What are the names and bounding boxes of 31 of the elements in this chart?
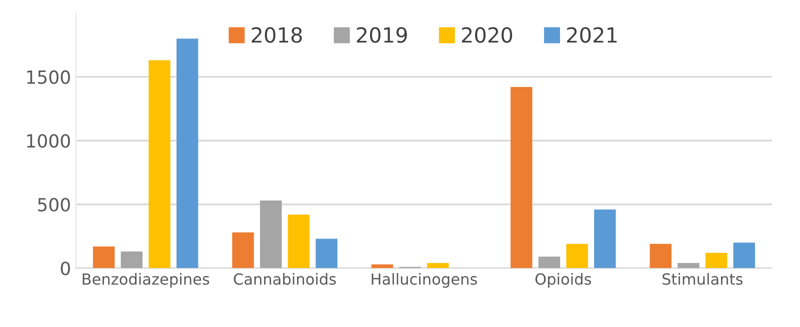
x-tick-label: Hallucinogens	[372, 273, 477, 288]
bar	[92, 246, 115, 268]
bar	[260, 200, 282, 268]
bar	[594, 209, 616, 268]
bar	[705, 252, 728, 268]
x-tick-label: Benzodiazepines	[82, 273, 210, 288]
bar	[678, 263, 700, 268]
bar	[427, 263, 449, 268]
y-tick-label: 1500	[27, 70, 70, 84]
bar	[232, 232, 254, 268]
x-tick-label: Cannabinoids	[234, 273, 336, 285]
y-tick-label: 0	[60, 262, 70, 276]
x-tick-label: Opioids	[535, 273, 592, 288]
legend-label: 2019	[356, 27, 407, 43]
bar	[176, 38, 198, 268]
bar	[316, 238, 338, 268]
bar	[371, 264, 394, 268]
bar	[566, 244, 588, 268]
bar	[120, 252, 143, 268]
bar	[650, 244, 672, 268]
legend-label: 2018	[252, 27, 302, 43]
legend-label: 2020	[462, 27, 512, 43]
bar	[538, 256, 560, 268]
y-tick-label: 500	[38, 198, 70, 212]
bar	[288, 214, 310, 268]
legend-label: 2021	[567, 27, 617, 43]
x-tick-label: Stimulants	[662, 273, 743, 285]
bar	[510, 87, 532, 268]
bar	[148, 60, 170, 268]
bar	[733, 242, 756, 268]
y-tick-label: 1000	[27, 134, 70, 148]
